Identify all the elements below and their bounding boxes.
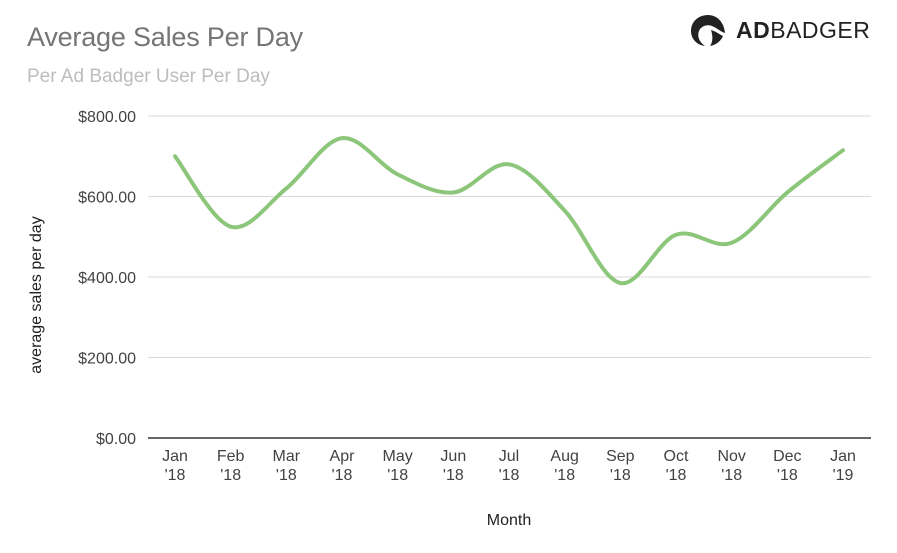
logo-wordmark: ADBADGER — [736, 16, 871, 43]
x-tick-label: Aug '18 — [550, 448, 578, 484]
x-tick-label: Sep '18 — [606, 448, 635, 484]
y-axis-title: average sales per day — [28, 216, 45, 373]
x-tick-label: Jul '18 — [499, 448, 520, 484]
x-tick-label: Apr '18 — [330, 448, 356, 484]
y-tick-label: $600.00 — [78, 190, 136, 207]
y-axis-ticks: $0.00 $200.00 $400.00 $600.00 $800.00 — [78, 109, 136, 448]
x-tick-label: Jan '18 — [162, 448, 188, 484]
gridlines — [148, 115, 871, 358]
y-tick-label: $800.00 — [78, 109, 136, 126]
y-tick-label: $400.00 — [78, 270, 136, 287]
x-tick-label: Jan '19 — [830, 448, 856, 484]
y-tick-label: $0.00 — [96, 431, 136, 448]
x-tick-label: May '18 — [383, 448, 413, 484]
chart-subtitle: Per Ad Badger User Per Day — [27, 66, 270, 87]
x-tick-label: Nov '18 — [717, 448, 745, 484]
adbadger-logo: ADBADGER — [688, 10, 870, 50]
x-axis-ticks: Jan '18 Feb '18 Mar '18 Apr '18 May '18 Jun '18 Jul '… — [162, 448, 856, 484]
chart-title: Average Sales Per Day — [27, 22, 303, 52]
x-tick-label: Dec '18 — [773, 448, 801, 484]
x-tick-label: Feb '18 — [217, 448, 245, 484]
x-tick-label: Jun '18 — [440, 448, 466, 484]
y-tick-label: $200.00 — [78, 351, 136, 368]
badger-head-icon — [691, 15, 725, 46]
x-tick-label: Mar '18 — [273, 448, 301, 484]
x-axis-title: Month — [487, 512, 531, 529]
sales-series-line — [173, 136, 845, 286]
x-tick-label: Oct '18 — [664, 448, 689, 484]
data-points — [173, 136, 845, 285]
